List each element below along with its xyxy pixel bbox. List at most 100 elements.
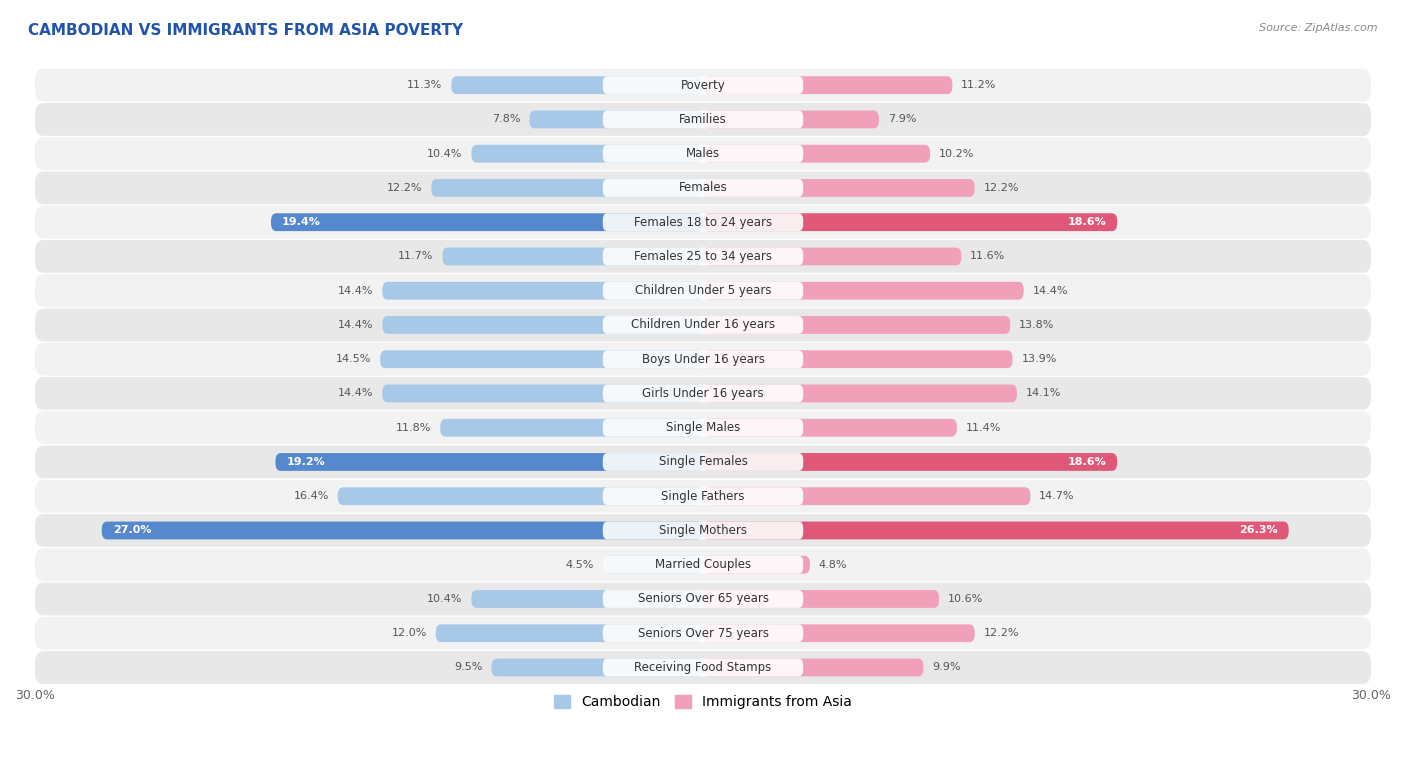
FancyBboxPatch shape [35,514,1371,547]
FancyBboxPatch shape [703,213,1118,231]
FancyBboxPatch shape [471,590,703,608]
Text: Families: Families [679,113,727,126]
FancyBboxPatch shape [471,145,703,163]
Text: 19.4%: 19.4% [283,218,321,227]
FancyBboxPatch shape [703,179,974,197]
FancyBboxPatch shape [603,111,803,128]
FancyBboxPatch shape [703,384,1017,402]
Text: 11.7%: 11.7% [398,252,433,262]
Text: Females: Females [679,181,727,195]
FancyBboxPatch shape [35,103,1371,136]
FancyBboxPatch shape [603,316,803,334]
FancyBboxPatch shape [703,522,1289,540]
Text: 4.5%: 4.5% [565,559,593,570]
Text: Females 25 to 34 years: Females 25 to 34 years [634,250,772,263]
Text: 12.2%: 12.2% [984,628,1019,638]
Text: 14.1%: 14.1% [1026,388,1062,399]
Text: Single Males: Single Males [666,421,740,434]
FancyBboxPatch shape [703,316,1011,334]
FancyBboxPatch shape [382,316,703,334]
Text: 26.3%: 26.3% [1239,525,1278,535]
Text: Females 18 to 24 years: Females 18 to 24 years [634,216,772,229]
Text: Seniors Over 65 years: Seniors Over 65 years [637,593,769,606]
FancyBboxPatch shape [703,282,1024,299]
FancyBboxPatch shape [35,343,1371,376]
FancyBboxPatch shape [492,659,703,676]
FancyBboxPatch shape [603,350,803,368]
FancyBboxPatch shape [603,384,803,402]
Text: 14.7%: 14.7% [1039,491,1074,501]
Text: 11.8%: 11.8% [396,423,432,433]
Text: 18.6%: 18.6% [1067,218,1107,227]
Text: 7.8%: 7.8% [492,114,520,124]
Text: 14.4%: 14.4% [337,320,374,330]
FancyBboxPatch shape [271,213,703,231]
Text: 11.3%: 11.3% [408,80,443,90]
FancyBboxPatch shape [703,453,1118,471]
FancyBboxPatch shape [443,248,703,265]
Text: 14.4%: 14.4% [337,286,374,296]
Text: Girls Under 16 years: Girls Under 16 years [643,387,763,400]
FancyBboxPatch shape [703,111,879,128]
Legend: Cambodian, Immigrants from Asia: Cambodian, Immigrants from Asia [548,690,858,715]
FancyBboxPatch shape [603,522,803,540]
FancyBboxPatch shape [603,453,803,471]
FancyBboxPatch shape [35,548,1371,581]
FancyBboxPatch shape [603,625,803,642]
Text: Single Fathers: Single Fathers [661,490,745,503]
Text: 14.5%: 14.5% [336,354,371,364]
FancyBboxPatch shape [703,77,952,94]
Text: 9.9%: 9.9% [932,662,960,672]
FancyBboxPatch shape [603,77,803,94]
Text: 10.6%: 10.6% [948,594,983,604]
FancyBboxPatch shape [603,213,803,231]
FancyBboxPatch shape [276,453,703,471]
FancyBboxPatch shape [703,248,962,265]
Text: 4.8%: 4.8% [818,559,848,570]
Text: Poverty: Poverty [681,79,725,92]
Text: 16.4%: 16.4% [294,491,329,501]
Text: Males: Males [686,147,720,160]
FancyBboxPatch shape [35,137,1371,170]
Text: Children Under 16 years: Children Under 16 years [631,318,775,331]
Text: 10.2%: 10.2% [939,149,974,158]
Text: Seniors Over 75 years: Seniors Over 75 years [637,627,769,640]
FancyBboxPatch shape [382,282,703,299]
FancyBboxPatch shape [35,480,1371,512]
Text: 13.9%: 13.9% [1021,354,1057,364]
Text: Source: ZipAtlas.com: Source: ZipAtlas.com [1260,23,1378,33]
FancyBboxPatch shape [603,590,803,608]
FancyBboxPatch shape [35,583,1371,615]
FancyBboxPatch shape [35,377,1371,410]
Text: 12.2%: 12.2% [984,183,1019,193]
FancyBboxPatch shape [603,248,803,265]
FancyBboxPatch shape [35,617,1371,650]
Text: 18.6%: 18.6% [1067,457,1107,467]
FancyBboxPatch shape [440,419,703,437]
FancyBboxPatch shape [432,179,703,197]
Text: 14.4%: 14.4% [1032,286,1069,296]
Text: Single Mothers: Single Mothers [659,524,747,537]
FancyBboxPatch shape [603,556,803,574]
FancyBboxPatch shape [703,625,974,642]
FancyBboxPatch shape [451,77,703,94]
FancyBboxPatch shape [436,625,703,642]
FancyBboxPatch shape [35,412,1371,444]
Text: 13.8%: 13.8% [1019,320,1054,330]
FancyBboxPatch shape [101,522,703,540]
FancyBboxPatch shape [703,659,924,676]
Text: 14.4%: 14.4% [337,388,374,399]
FancyBboxPatch shape [35,446,1371,478]
Text: 11.4%: 11.4% [966,423,1001,433]
FancyBboxPatch shape [35,651,1371,684]
FancyBboxPatch shape [382,384,703,402]
FancyBboxPatch shape [603,556,703,574]
FancyBboxPatch shape [35,69,1371,102]
FancyBboxPatch shape [380,350,703,368]
FancyBboxPatch shape [35,309,1371,341]
FancyBboxPatch shape [603,659,803,676]
Text: 7.9%: 7.9% [887,114,917,124]
Text: Children Under 5 years: Children Under 5 years [634,284,772,297]
FancyBboxPatch shape [603,179,803,197]
Text: 12.2%: 12.2% [387,183,422,193]
